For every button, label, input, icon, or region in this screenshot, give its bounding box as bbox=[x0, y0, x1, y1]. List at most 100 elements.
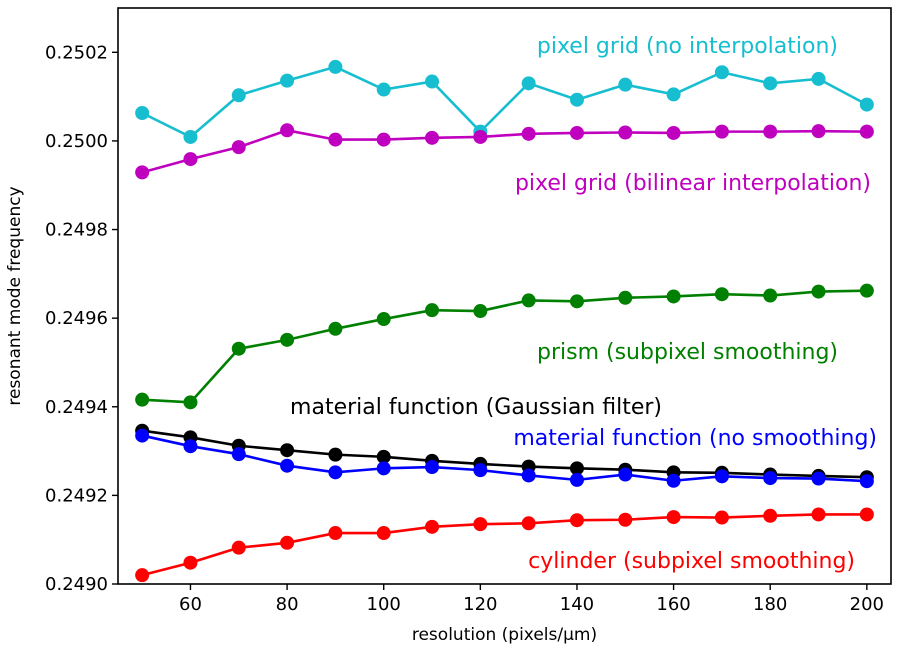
data-point-prism-subpixel-smoothing-100 bbox=[376, 312, 391, 327]
plot-frame bbox=[117, 7, 892, 585]
series-line-prism-subpixel-smoothing bbox=[142, 289, 867, 404]
data-point-cylinder-subpixel-smoothing-60 bbox=[183, 555, 198, 570]
y-tick-label-2: 0.2494 bbox=[45, 397, 108, 418]
data-point-material-function-no-smoothing-130 bbox=[521, 468, 536, 483]
data-point-pixel-grid-bilinear-interpolation-100 bbox=[376, 132, 391, 147]
y-tick-label-4: 0.2498 bbox=[45, 220, 108, 241]
series-points-layer bbox=[135, 59, 874, 583]
data-point-prism-subpixel-smoothing-110 bbox=[425, 303, 440, 318]
data-point-prism-subpixel-smoothing-170 bbox=[714, 287, 729, 302]
series-lines-layer bbox=[141, 65, 868, 577]
data-point-cylinder-subpixel-smoothing-150 bbox=[618, 512, 633, 527]
data-point-cylinder-subpixel-smoothing-70 bbox=[231, 540, 246, 555]
data-point-prism-subpixel-smoothing-60 bbox=[183, 395, 198, 410]
x-tick-label-160: 160 bbox=[656, 594, 690, 615]
series-label-material-function-no-smoothing: material function (no smoothing) bbox=[513, 426, 877, 451]
series-line-material-function-gaussian-filter bbox=[141, 429, 867, 479]
data-point-cylinder-subpixel-smoothing-160 bbox=[666, 510, 681, 525]
x-tick-label-200: 200 bbox=[850, 594, 884, 615]
data-point-material-function-gaussian-filter-80 bbox=[280, 443, 295, 458]
data-point-cylinder-subpixel-smoothing-140 bbox=[569, 513, 584, 528]
data-point-pixel-grid-no-interpolation-160 bbox=[666, 87, 681, 102]
data-point-pixel-grid-bilinear-interpolation-160 bbox=[666, 125, 681, 140]
data-point-cylinder-subpixel-smoothing-200 bbox=[859, 507, 874, 522]
data-point-cylinder-subpixel-smoothing-110 bbox=[425, 519, 440, 534]
series-line-cylinder-subpixel-smoothing bbox=[141, 513, 867, 577]
data-point-prism-subpixel-smoothing-200 bbox=[859, 283, 874, 298]
data-point-pixel-grid-no-interpolation-100 bbox=[376, 82, 391, 97]
data-point-material-function-no-smoothing-70 bbox=[231, 447, 246, 462]
data-point-pixel-grid-bilinear-interpolation-80 bbox=[280, 123, 295, 138]
data-point-material-function-no-smoothing-110 bbox=[425, 460, 440, 475]
y-tick-label-0: 0.2490 bbox=[45, 574, 108, 595]
y-tick-label-1: 0.2492 bbox=[45, 485, 108, 506]
axes-layer: 60 80 100 120 140 160 180 200 0.2490 0.2492 0.2494… bbox=[45, 7, 892, 615]
data-point-pixel-grid-bilinear-interpolation-110 bbox=[425, 130, 440, 145]
data-point-prism-subpixel-smoothing-90 bbox=[328, 321, 343, 336]
data-point-pixel-grid-no-interpolation-190 bbox=[811, 71, 826, 86]
series-line-material-function-no-smoothing bbox=[141, 434, 867, 483]
data-point-pixel-grid-no-interpolation-60 bbox=[183, 129, 198, 144]
data-point-pixel-grid-bilinear-interpolation-120 bbox=[473, 129, 488, 144]
series-line-pixel-grid-no-interpolation bbox=[141, 65, 868, 139]
x-tick-label-120: 120 bbox=[463, 594, 497, 615]
data-point-prism-subpixel-smoothing-150 bbox=[618, 290, 633, 305]
x-tick-label-140: 140 bbox=[560, 594, 594, 615]
data-point-cylinder-subpixel-smoothing-180 bbox=[763, 508, 778, 523]
data-point-cylinder-subpixel-smoothing-90 bbox=[328, 526, 343, 541]
data-point-pixel-grid-no-interpolation-50 bbox=[135, 106, 150, 121]
data-point-pixel-grid-bilinear-interpolation-50 bbox=[135, 165, 150, 180]
data-point-material-function-no-smoothing-120 bbox=[473, 463, 488, 478]
data-point-material-function-no-smoothing-60 bbox=[183, 439, 198, 454]
data-point-material-function-gaussian-filter-90 bbox=[328, 447, 343, 462]
data-point-pixel-grid-no-interpolation-110 bbox=[425, 74, 440, 89]
data-point-pixel-grid-no-interpolation-180 bbox=[763, 76, 778, 91]
data-point-pixel-grid-bilinear-interpolation-150 bbox=[618, 125, 633, 140]
data-point-pixel-grid-bilinear-interpolation-170 bbox=[714, 124, 729, 139]
x-axis-title: resolution (pixels/μm) bbox=[412, 625, 597, 645]
data-point-material-function-no-smoothing-200 bbox=[859, 474, 874, 489]
data-point-pixel-grid-no-interpolation-80 bbox=[280, 73, 295, 88]
x-tick-label-100: 100 bbox=[367, 594, 401, 615]
data-point-material-function-no-smoothing-180 bbox=[763, 471, 778, 486]
series-label-cylinder-subpixel-smoothing: cylinder (subpixel smoothing) bbox=[528, 549, 855, 574]
data-point-prism-subpixel-smoothing-120 bbox=[473, 304, 488, 319]
data-point-material-function-gaussian-filter-140 bbox=[569, 461, 584, 476]
data-point-pixel-grid-no-interpolation-150 bbox=[618, 77, 633, 92]
data-point-prism-subpixel-smoothing-190 bbox=[811, 284, 826, 299]
data-point-pixel-grid-bilinear-interpolation-70 bbox=[231, 140, 246, 155]
data-point-material-function-no-smoothing-150 bbox=[618, 467, 633, 482]
data-point-pixel-grid-no-interpolation-140 bbox=[569, 92, 584, 107]
data-point-cylinder-subpixel-smoothing-80 bbox=[280, 535, 295, 550]
data-point-cylinder-subpixel-smoothing-100 bbox=[376, 526, 391, 541]
data-point-pixel-grid-no-interpolation-90 bbox=[328, 59, 343, 74]
series-label-material-function-gaussian-filter: material function (Gaussian filter) bbox=[290, 395, 662, 420]
data-point-cylinder-subpixel-smoothing-190 bbox=[811, 507, 826, 522]
data-point-prism-subpixel-smoothing-130 bbox=[521, 293, 536, 308]
y-tick-label-3: 0.2496 bbox=[45, 308, 108, 329]
data-point-material-function-no-smoothing-160 bbox=[666, 473, 681, 488]
data-point-prism-subpixel-smoothing-50 bbox=[135, 392, 150, 407]
data-point-material-function-no-smoothing-190 bbox=[811, 471, 826, 486]
data-point-prism-subpixel-smoothing-140 bbox=[569, 294, 584, 309]
data-point-material-function-no-smoothing-100 bbox=[376, 461, 391, 476]
data-point-pixel-grid-bilinear-interpolation-200 bbox=[859, 124, 874, 139]
y-axis-title: resonant mode frequency bbox=[5, 186, 25, 405]
data-point-material-function-no-smoothing-90 bbox=[328, 465, 343, 480]
data-point-cylinder-subpixel-smoothing-170 bbox=[714, 510, 729, 525]
data-point-pixel-grid-bilinear-interpolation-130 bbox=[521, 126, 536, 141]
data-point-pixel-grid-bilinear-interpolation-190 bbox=[811, 124, 826, 139]
data-point-prism-subpixel-smoothing-180 bbox=[763, 288, 778, 303]
data-point-prism-subpixel-smoothing-160 bbox=[666, 289, 681, 304]
data-point-pixel-grid-bilinear-interpolation-60 bbox=[183, 152, 198, 167]
series-line-pixel-grid-bilinear-interpolation bbox=[141, 128, 867, 174]
series-label-pixel-grid-bilinear-interpolation: pixel grid (bilinear interpolation) bbox=[515, 171, 871, 196]
data-point-material-function-no-smoothing-80 bbox=[280, 458, 295, 473]
data-point-pixel-grid-no-interpolation-170 bbox=[714, 65, 729, 80]
series-label-prism-subpixel-smoothing: prism (subpixel smoothing) bbox=[537, 340, 838, 365]
x-tick-label-180: 180 bbox=[753, 594, 787, 615]
y-tick-label-6: 0.2502 bbox=[45, 42, 108, 63]
